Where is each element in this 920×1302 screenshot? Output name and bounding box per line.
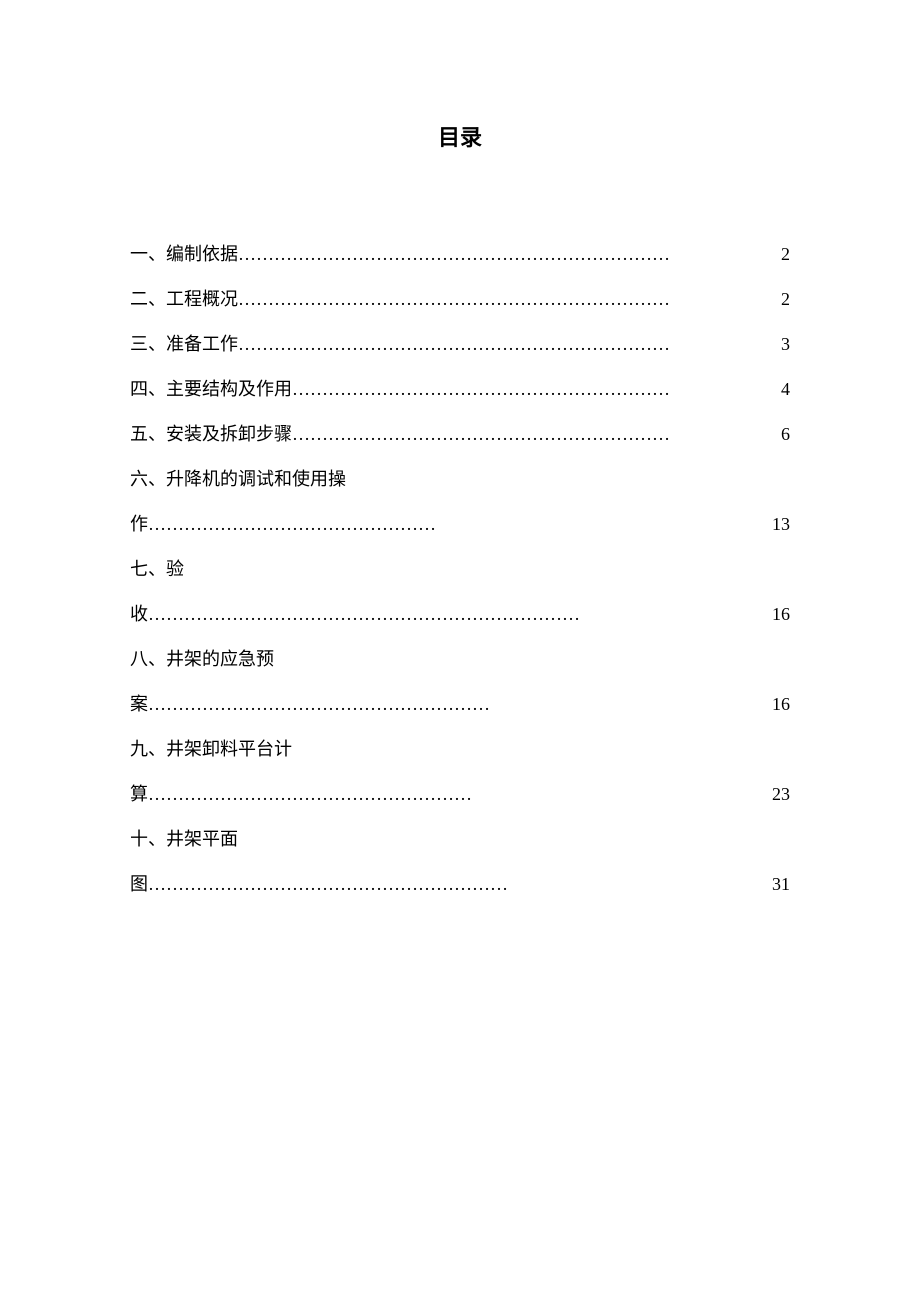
toc-label: 二、工程概况 (130, 277, 238, 322)
toc-label: 一、编制依据 (130, 232, 238, 277)
toc-page-number: 3 (781, 322, 790, 367)
toc-dots: ……………………………………………………………… (238, 232, 781, 277)
toc-label-line1: 九、井架卸料平台计 (130, 727, 790, 772)
toc-list: 一、编制依据 ……………………………………………………………… 2 二、工程概况… (130, 232, 790, 907)
toc-label: 四、主要结构及作用 (130, 367, 292, 412)
toc-entry: 十、井架平面 图 …………………………………………………… 31 (130, 817, 790, 907)
toc-label-continuation: 图 (130, 862, 148, 907)
toc-page-number: 2 (781, 232, 790, 277)
toc-entry: 八、井架的应急预 案 ………………………………………………… 16 (130, 637, 790, 727)
toc-dots: ……………………………………………………… (292, 412, 781, 457)
toc-page-number: 6 (781, 412, 790, 457)
toc-dots: ………………………………………… (148, 502, 772, 547)
toc-label: 三、准备工作 (130, 322, 238, 367)
toc-entry: 四、主要结构及作用 ……………………………………………………… 4 (130, 367, 790, 412)
toc-dots: ……………………………………………………… (292, 367, 781, 412)
toc-dots: ……………………………………………………………… (238, 277, 781, 322)
toc-label-continuation: 作 (130, 502, 148, 547)
toc-entry: 二、工程概况 ……………………………………………………………… 2 (130, 277, 790, 322)
toc-entry: 三、准备工作 ……………………………………………………………… 3 (130, 322, 790, 367)
toc-label-continuation: 收 (130, 592, 148, 637)
toc-entry: 七、验 收 ……………………………………………………………… 16 (130, 547, 790, 637)
toc-label-line1: 十、井架平面 (130, 817, 790, 862)
toc-entry: 九、井架卸料平台计 算 ……………………………………………… 23 (130, 727, 790, 817)
toc-dots: ………………………………………………… (148, 682, 772, 727)
toc-page-number: 4 (781, 367, 790, 412)
toc-label-continuation: 算 (130, 772, 148, 817)
toc-label-line1: 八、井架的应急预 (130, 637, 790, 682)
toc-dots: ……………………………………………… (148, 772, 772, 817)
toc-label-line1: 六、升降机的调试和使用操 (130, 457, 790, 502)
toc-page-number: 23 (772, 772, 790, 817)
toc-page-number: 13 (772, 502, 790, 547)
toc-dots: ……………………………………………………………… (238, 322, 781, 367)
toc-label-continuation: 案 (130, 682, 148, 727)
toc-page-number: 16 (772, 592, 790, 637)
toc-page-number: 2 (781, 277, 790, 322)
toc-label-line1: 七、验 (130, 547, 790, 592)
toc-entry: 五、安装及拆卸步骤 ……………………………………………………… 6 (130, 412, 790, 457)
toc-label: 五、安装及拆卸步骤 (130, 412, 292, 457)
page-title: 目录 (130, 120, 790, 152)
toc-page-number: 31 (772, 862, 790, 907)
document-page: 目录 一、编制依据 ……………………………………………………………… 2 二、工… (0, 0, 920, 987)
toc-page-number: 16 (772, 682, 790, 727)
toc-entry: 一、编制依据 ……………………………………………………………… 2 (130, 232, 790, 277)
toc-dots: ……………………………………………………………… (148, 592, 772, 637)
toc-dots: …………………………………………………… (148, 862, 772, 907)
toc-entry: 六、升降机的调试和使用操 作 ………………………………………… 13 (130, 457, 790, 547)
